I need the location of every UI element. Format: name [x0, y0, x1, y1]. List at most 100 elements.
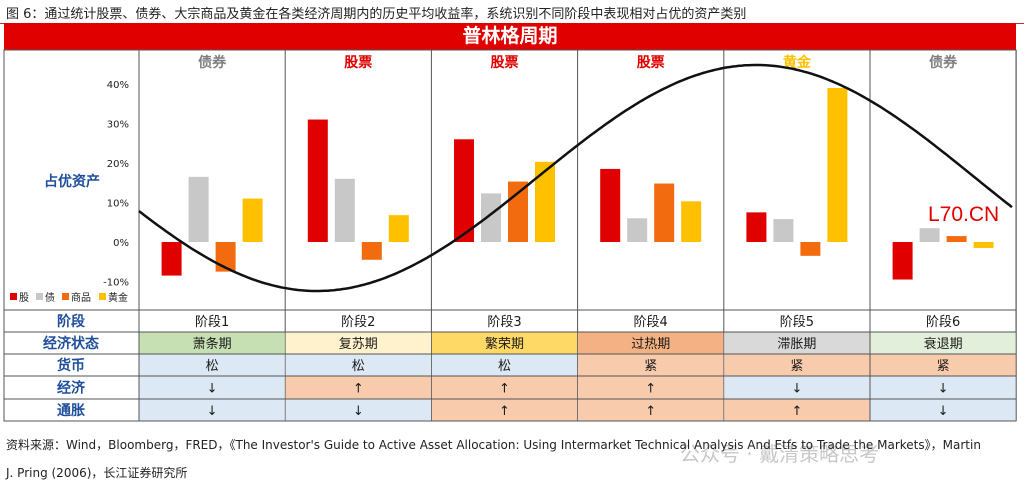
bar-债 — [481, 193, 501, 242]
bar-商品 — [800, 242, 821, 256]
row-label: 货币 — [56, 357, 85, 374]
legend-label: 股 — [19, 292, 29, 304]
table-cell-money: 松 — [352, 359, 365, 374]
row-label: 通胀 — [57, 403, 85, 419]
table-cell-bg — [578, 399, 724, 421]
table-cell-economy: ↓ — [791, 382, 802, 397]
table-cell-bg — [870, 399, 1016, 421]
table-cell-money: 紧 — [937, 359, 950, 374]
bar-债 — [627, 218, 648, 242]
table-cell-bg — [139, 376, 285, 399]
y-tick-label: 10% — [107, 199, 129, 210]
table-cell-bg — [431, 354, 578, 376]
table-cell-state: 复苏期 — [339, 336, 378, 352]
legend-swatch-债 — [36, 293, 43, 300]
watermark: L70.CN — [928, 203, 1000, 226]
table-cell-inflation: ↑ — [499, 404, 510, 419]
table-cell-economy: ↑ — [499, 382, 510, 397]
bar-商品 — [361, 242, 382, 260]
table-cell-bg — [724, 376, 870, 399]
figure-title-text: 图 6：通过统计股票、债券、大宗商品及黄金在各类经济周期内的历史平均收益率，系统… — [6, 7, 747, 22]
table-cell-state: 滞胀期 — [777, 337, 816, 352]
y-tick-label: 0% — [113, 238, 129, 249]
table-cell-money: 松 — [498, 359, 511, 374]
bar-债 — [773, 219, 794, 242]
table-cell-bg — [431, 376, 578, 399]
bar-债 — [919, 228, 940, 242]
table-cell-money: 松 — [206, 359, 219, 374]
legend-label: 债 — [45, 291, 55, 304]
table-cell-bg — [285, 332, 431, 354]
bar-黄金 — [388, 215, 409, 242]
cycle-banner: 普林格周期 — [4, 23, 1016, 50]
table-cell-bg — [578, 332, 724, 354]
table-cell-stage: 阶段6 — [926, 315, 960, 330]
table-cell-inflation: ↓ — [207, 404, 218, 419]
table-cell-state: 衰退期 — [924, 336, 963, 352]
table-cell-inflation: ↓ — [353, 404, 364, 419]
bar-债 — [188, 176, 209, 242]
bar-黄金 — [827, 87, 848, 242]
stage-top-asset: 股票 — [637, 55, 665, 71]
stage-top-asset: 债券 — [929, 54, 958, 71]
table-cell-economy: ↓ — [207, 382, 218, 397]
table-cell-stage: 阶段1 — [195, 315, 229, 330]
table-cell-bg — [285, 399, 431, 421]
bar-商品 — [946, 236, 967, 242]
bar-股 — [307, 119, 328, 242]
table-cell-inflation: ↓ — [938, 404, 949, 419]
source-line-1: 资料来源：Wind，Bloomberg，FRED，《The Investor's… — [6, 438, 981, 452]
source-line-2: J. Pring (2006)，长江证券研究所 — [6, 466, 188, 480]
table-cell-bg — [285, 376, 431, 399]
table-cell-bg — [139, 354, 285, 376]
stage-top-asset: 股票 — [344, 55, 372, 71]
table-cell-bg — [431, 332, 578, 354]
legend-swatch-商品 — [62, 293, 69, 300]
table-cell-stage: 阶段4 — [634, 315, 668, 330]
table-cell-inflation: ↑ — [645, 404, 656, 419]
legend-swatch-股 — [10, 293, 17, 300]
row-label: 经济 — [57, 380, 86, 397]
y-tick-label: 40% — [107, 80, 129, 91]
y-axis-label: 占优资产 — [44, 173, 100, 190]
bar-股 — [454, 139, 474, 242]
bar-股 — [600, 168, 621, 242]
row-label: 经济状态 — [43, 335, 99, 352]
table-cell-bg — [724, 332, 870, 354]
table-cell-state: 繁荣期 — [485, 336, 524, 352]
table-cell-bg — [285, 354, 431, 376]
table-cell-bg — [139, 332, 285, 354]
table-cell-bg — [724, 354, 870, 376]
bar-黄金 — [535, 161, 555, 242]
table-cell-state: 萧条期 — [193, 336, 232, 352]
table-cell-bg — [431, 399, 578, 421]
table-cell-bg — [578, 354, 724, 376]
table-cell-bg — [139, 399, 285, 421]
stage-top-asset: 黄金 — [783, 54, 812, 71]
table-cell-economy: ↓ — [938, 382, 949, 397]
bar-商品 — [654, 183, 675, 242]
table-cell-bg — [870, 354, 1016, 376]
table-cell-bg — [724, 399, 870, 421]
bar-商品 — [508, 181, 528, 242]
y-tick-label: 20% — [107, 159, 129, 170]
bar-黄金 — [242, 198, 263, 242]
legend-label: 黄金 — [108, 291, 128, 304]
table-cell-money: 紧 — [790, 359, 803, 374]
stage-top-asset: 债券 — [198, 54, 227, 71]
bar-股 — [892, 242, 913, 280]
table-cell-stage: 阶段3 — [487, 315, 521, 330]
table-cell-economy: ↑ — [645, 382, 656, 397]
table-cell-bg — [870, 376, 1016, 399]
bar-黄金 — [681, 201, 702, 242]
row-label: 阶段 — [57, 313, 85, 330]
table-cell-stage: 阶段5 — [780, 315, 814, 330]
cycle-curve — [138, 63, 1013, 293]
watermark-account: 公众号 · 戴清策略思考 — [680, 442, 880, 466]
y-tick-label: -10% — [103, 278, 129, 289]
bar-债 — [334, 178, 355, 242]
table-cell-bg — [578, 376, 724, 399]
bar-黄金 — [973, 242, 994, 248]
table-cell-bg — [870, 332, 1016, 354]
